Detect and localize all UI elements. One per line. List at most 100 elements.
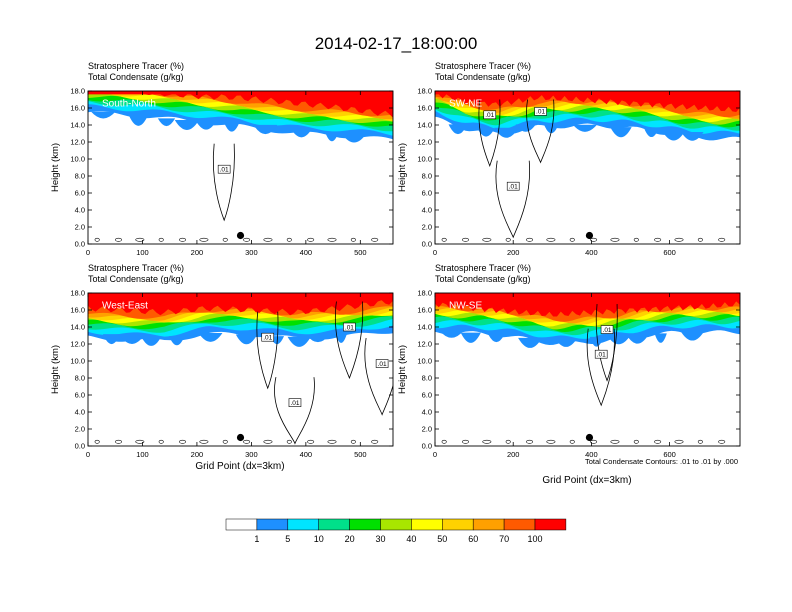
condensate-contour bbox=[364, 337, 393, 416]
intrusion-blob bbox=[644, 129, 659, 138]
y-tick-label: 8.0 bbox=[75, 374, 85, 383]
panel-subtitle-tracer: Stratosphere Tracer (%) bbox=[88, 61, 184, 71]
surface-contour bbox=[482, 439, 492, 444]
x-tick-label: 0 bbox=[86, 450, 90, 459]
y-tick-label: 10.0 bbox=[417, 155, 432, 164]
y-tick-label: 2.0 bbox=[75, 223, 85, 232]
x-tick-label: 400 bbox=[300, 450, 313, 459]
surface-contour bbox=[505, 237, 511, 242]
y-tick-label: 2.0 bbox=[422, 223, 432, 232]
surface-contour bbox=[718, 439, 726, 444]
y-tick-label: 6.0 bbox=[422, 189, 432, 198]
x-tick-label: 400 bbox=[585, 248, 598, 257]
surface-contour bbox=[590, 237, 598, 242]
colorbar-label: 70 bbox=[499, 534, 509, 544]
condensate-contour bbox=[526, 99, 555, 164]
contour-label: .01 bbox=[509, 184, 518, 191]
surface-contour bbox=[441, 439, 447, 444]
surface-contour bbox=[263, 237, 273, 242]
x-axis-label-right: Grid Point (dx=3km) bbox=[542, 475, 631, 486]
y-tick-label: 10.0 bbox=[70, 155, 85, 164]
tracer-field bbox=[88, 91, 393, 143]
tracer-field bbox=[88, 293, 393, 347]
surface-contour bbox=[654, 237, 662, 242]
colorbar-swatch bbox=[442, 518, 474, 531]
surface-contour bbox=[327, 237, 337, 242]
colorbar-label: 40 bbox=[406, 534, 416, 544]
intrusion-blob bbox=[91, 111, 116, 119]
y-tick-label: 14.0 bbox=[70, 121, 85, 130]
y-tick-label: 0.0 bbox=[75, 442, 85, 451]
panel-subtitle-tracer: Stratosphere Tracer (%) bbox=[88, 263, 184, 273]
x-tick-label: 200 bbox=[191, 248, 204, 257]
plot-frame bbox=[87, 292, 394, 447]
surface-contour bbox=[243, 237, 251, 242]
y-tick-label: 12.0 bbox=[417, 138, 432, 147]
intrusion-blob bbox=[488, 334, 505, 343]
x-tick-label: 0 bbox=[433, 450, 437, 459]
surface-contour bbox=[610, 439, 620, 444]
x-tick-label: 200 bbox=[507, 450, 520, 459]
y-tick-label: 12.0 bbox=[417, 340, 432, 349]
x-axis-label-left: Grid Point (dx=3km) bbox=[195, 461, 284, 472]
y-tick-label: 14.0 bbox=[70, 323, 85, 332]
surface-contour bbox=[179, 439, 187, 444]
colorbar-label: 1 bbox=[254, 534, 259, 544]
colorbar-label: 50 bbox=[437, 534, 447, 544]
surface-contour bbox=[286, 439, 292, 444]
x-tick-label: 400 bbox=[585, 450, 598, 459]
x-tick-label: 300 bbox=[245, 450, 258, 459]
intrusion-blob bbox=[681, 331, 704, 341]
contour-label-box bbox=[483, 110, 497, 120]
y-tick-label: 10.0 bbox=[417, 357, 432, 366]
x-tick-label: 500 bbox=[354, 450, 367, 459]
y-tick-label: 4.0 bbox=[422, 206, 432, 215]
surface-contour bbox=[590, 439, 598, 444]
surface-contour bbox=[697, 237, 703, 242]
surface-contour bbox=[505, 439, 511, 444]
y-axis-label: Height (km) bbox=[397, 143, 408, 192]
intrusion-blob bbox=[661, 130, 686, 141]
contour-label-box bbox=[217, 164, 231, 174]
panel-sw-ne: Stratosphere Tracer (%)Total Condensate … bbox=[397, 61, 741, 257]
surface-contour bbox=[307, 237, 315, 242]
y-tick-label: 6.0 bbox=[75, 189, 85, 198]
surface-contour bbox=[633, 439, 639, 444]
location-marker bbox=[236, 433, 245, 442]
surface-contour bbox=[307, 439, 315, 444]
y-tick-label: 12.0 bbox=[70, 340, 85, 349]
colorbar-label: 100 bbox=[527, 534, 542, 544]
panel-subtitle-condensate: Total Condensate (g/kg) bbox=[88, 274, 184, 284]
surface-contour bbox=[610, 237, 620, 242]
surface-contour bbox=[461, 237, 469, 242]
intrusion-blob bbox=[174, 119, 200, 130]
intrusion-blob bbox=[290, 128, 313, 138]
panel-title: South-North bbox=[102, 98, 156, 109]
intrusion-blob bbox=[555, 338, 577, 347]
y-tick-label: 18.0 bbox=[70, 289, 85, 298]
intrusion-blob bbox=[141, 336, 162, 346]
contour-label: .01 bbox=[378, 361, 387, 368]
intrusion-blob bbox=[287, 336, 311, 347]
y-tick-label: 18.0 bbox=[70, 87, 85, 96]
x-tick-label: 300 bbox=[245, 248, 258, 257]
contour-label-box bbox=[594, 349, 608, 359]
surface-contour bbox=[546, 237, 556, 242]
panel-nw-se: Stratosphere Tracer (%)Total Condensate … bbox=[397, 263, 741, 459]
surface-contour bbox=[263, 439, 273, 444]
panel-subtitle-condensate: Total Condensate (g/kg) bbox=[435, 274, 531, 284]
surface-contour bbox=[158, 237, 164, 242]
contour-label: .01 bbox=[345, 324, 354, 331]
surface-contour bbox=[371, 237, 379, 242]
condensate-contours bbox=[94, 143, 379, 242]
surface-contour bbox=[569, 439, 575, 444]
intrusion-blob bbox=[572, 124, 597, 132]
y-tick-label: 0.0 bbox=[422, 442, 432, 451]
panel-south-north: Stratosphere Tracer (%)Total Condensate … bbox=[50, 61, 394, 257]
tracer-band-100 bbox=[435, 293, 740, 317]
y-tick-label: 8.0 bbox=[422, 374, 432, 383]
surface-contour bbox=[526, 439, 534, 444]
colorbar-swatch bbox=[256, 518, 289, 531]
condensate-contours bbox=[441, 304, 726, 444]
